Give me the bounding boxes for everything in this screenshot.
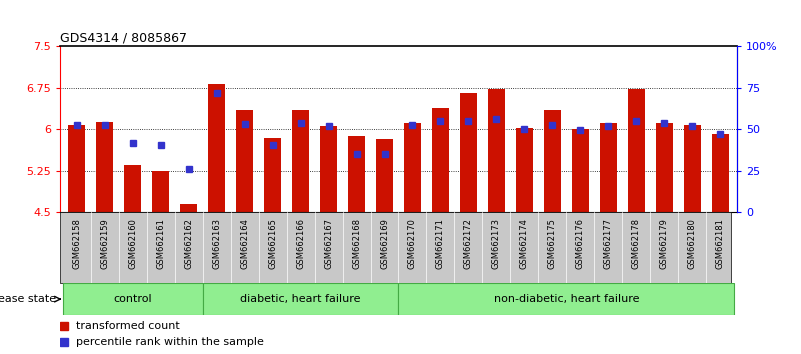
Text: GSM662163: GSM662163 bbox=[212, 218, 221, 269]
Text: GSM662176: GSM662176 bbox=[576, 218, 585, 269]
Bar bbox=[124, 165, 141, 212]
Bar bbox=[712, 134, 729, 212]
Bar bbox=[208, 84, 225, 212]
Text: GSM662175: GSM662175 bbox=[548, 218, 557, 269]
Bar bbox=[432, 108, 449, 212]
Bar bbox=[180, 204, 197, 212]
Text: GSM662162: GSM662162 bbox=[184, 218, 193, 269]
Bar bbox=[516, 127, 533, 212]
Text: GSM662168: GSM662168 bbox=[352, 218, 361, 269]
Text: GSM662181: GSM662181 bbox=[715, 218, 725, 269]
Bar bbox=[96, 122, 113, 212]
Text: GSM662158: GSM662158 bbox=[72, 218, 82, 269]
Text: GSM662166: GSM662166 bbox=[296, 218, 305, 269]
Text: diabetic, heart failure: diabetic, heart failure bbox=[240, 294, 361, 304]
Text: transformed count: transformed count bbox=[76, 321, 180, 331]
Text: GSM662159: GSM662159 bbox=[100, 218, 109, 269]
Bar bbox=[544, 110, 561, 212]
Text: GSM662174: GSM662174 bbox=[520, 218, 529, 269]
Text: GSM662169: GSM662169 bbox=[380, 218, 389, 269]
Bar bbox=[376, 139, 393, 212]
Text: GDS4314 / 8085867: GDS4314 / 8085867 bbox=[60, 31, 187, 44]
Bar bbox=[62, 283, 203, 315]
Text: GSM662172: GSM662172 bbox=[464, 218, 473, 269]
Bar bbox=[236, 110, 253, 212]
Text: GSM662165: GSM662165 bbox=[268, 218, 277, 269]
Text: GSM662177: GSM662177 bbox=[604, 218, 613, 269]
Bar bbox=[203, 283, 398, 315]
Bar bbox=[684, 125, 701, 212]
Bar bbox=[656, 122, 673, 212]
Bar bbox=[628, 89, 645, 212]
Text: GSM662173: GSM662173 bbox=[492, 218, 501, 269]
Bar bbox=[572, 129, 589, 212]
Bar bbox=[348, 136, 365, 212]
Text: GSM662164: GSM662164 bbox=[240, 218, 249, 269]
Text: control: control bbox=[114, 294, 152, 304]
Bar bbox=[460, 93, 477, 212]
Bar bbox=[600, 122, 617, 212]
Text: non-diabetic, heart failure: non-diabetic, heart failure bbox=[493, 294, 639, 304]
Text: GSM662178: GSM662178 bbox=[632, 218, 641, 269]
Bar bbox=[404, 122, 421, 212]
Text: GSM662170: GSM662170 bbox=[408, 218, 417, 269]
Bar bbox=[68, 125, 85, 212]
Text: GSM662180: GSM662180 bbox=[688, 218, 697, 269]
Text: GSM662167: GSM662167 bbox=[324, 218, 333, 269]
Text: GSM662160: GSM662160 bbox=[128, 218, 137, 269]
Bar bbox=[152, 171, 169, 212]
Bar bbox=[292, 110, 309, 212]
Bar bbox=[264, 137, 281, 212]
Text: GSM662179: GSM662179 bbox=[660, 218, 669, 269]
Text: GSM662171: GSM662171 bbox=[436, 218, 445, 269]
Text: GSM662161: GSM662161 bbox=[156, 218, 165, 269]
Bar bbox=[320, 126, 337, 212]
Text: disease state: disease state bbox=[0, 294, 56, 304]
Text: percentile rank within the sample: percentile rank within the sample bbox=[76, 337, 264, 347]
Bar bbox=[398, 283, 735, 315]
Bar bbox=[488, 89, 505, 212]
